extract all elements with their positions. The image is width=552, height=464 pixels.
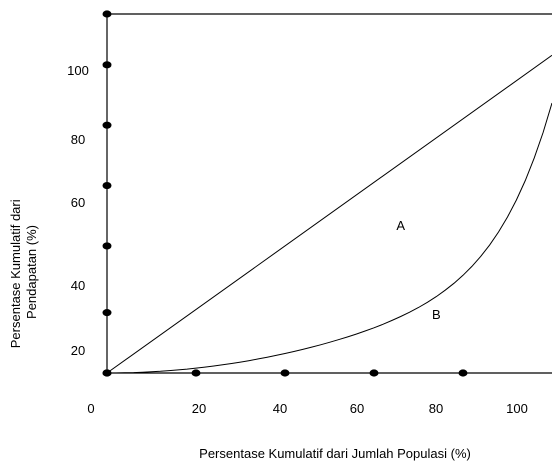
y-marker-19 [102,309,112,317]
y-marker-97 [102,61,112,69]
y-axis-title: Persentase Kumulatif dari Pendapatan (%) [8,196,39,348]
chart-frame [106,13,552,374]
y-marker-40 [102,242,112,250]
x-marker-40 [280,369,290,377]
x-marker-20 [191,369,201,377]
y-tick-label-100: 100 [67,63,89,78]
y-marker-78 [102,121,112,129]
y-marker-59 [102,181,112,190]
x-tick-label-0: 0 [87,401,94,416]
region-label-a: A [396,218,405,233]
x-marker-60 [369,369,379,377]
x-tick-label-40: 40 [273,401,287,416]
y-axis-title-line-1: Persentase Kumulatif dari [8,199,23,348]
line-of-equality-line [106,54,552,374]
x-tick-label-60: 60 [350,401,364,416]
x-tick-label-20: 20 [192,401,206,416]
x-axis-title: Persentase Kumulatif dari Jumlah Populas… [199,446,471,461]
y-marker-0 [102,369,112,377]
lorenz-curve-line [107,102,552,374]
axis-markers [102,10,468,377]
tick-labels: 0 20 40 60 80 100 100 80 60 40 20 [67,63,528,416]
y-marker-113 [102,10,112,18]
y-tick-label-80: 80 [71,132,85,147]
region-label-b: B [432,307,441,322]
y-tick-label-60: 60 [71,195,85,210]
x-marker-80 [458,369,468,377]
y-axis-title-line-2: Pendapatan (%) [24,225,39,319]
y-tick-label-20: 20 [71,343,85,358]
y-tick-label-40: 40 [71,278,85,293]
chart-series [106,54,552,374]
x-tick-label-80: 80 [429,401,443,416]
region-labels: AB [396,218,440,322]
x-tick-label-100: 100 [506,401,528,416]
